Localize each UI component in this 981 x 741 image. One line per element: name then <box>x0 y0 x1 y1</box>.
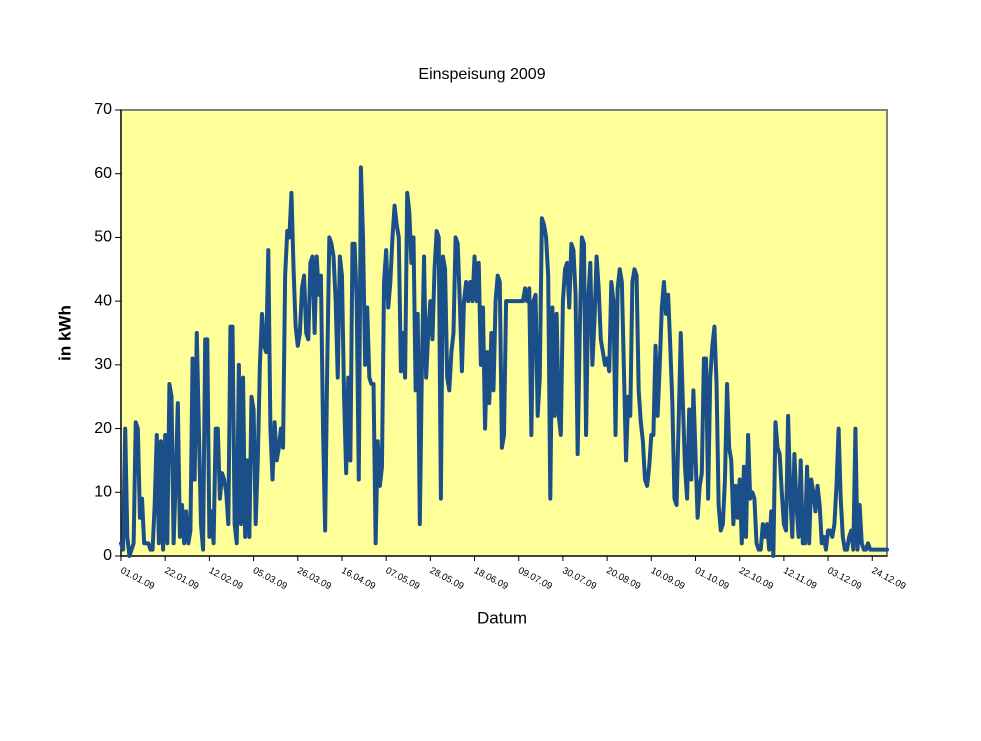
y-tick-label: 70 <box>94 101 112 118</box>
x-tick-label: 30.07.09 <box>560 565 598 592</box>
x-tick-label: 22.10.09 <box>737 565 775 592</box>
x-tick-label: 05.03.09 <box>251 565 289 592</box>
x-tick-label: 24.12.09 <box>870 565 908 592</box>
x-tick-label: 03.12.09 <box>825 565 863 592</box>
y-tick-label: 50 <box>94 229 112 246</box>
y-tick-label: 20 <box>94 420 112 437</box>
data-line <box>119 165 889 558</box>
x-axis-title: Datum <box>477 608 527 627</box>
x-tick-label: 10.09.09 <box>649 565 687 592</box>
x-tick-label: 01.10.09 <box>693 565 731 592</box>
x-tick-label: 22.01.09 <box>163 565 201 592</box>
chart-title: Einspeisung 2009 <box>418 66 545 83</box>
y-tick-label: 0 <box>103 547 112 564</box>
y-tick-label: 60 <box>94 165 112 182</box>
x-tick-label: 09.07.09 <box>516 565 554 592</box>
x-tick-label: 01.01.09 <box>118 565 156 592</box>
x-tick-label: 20.08.09 <box>605 565 643 592</box>
x-tick-label: 12.11.09 <box>781 565 818 592</box>
y-tick-label: 40 <box>94 292 112 309</box>
x-tick-label: 28.05.09 <box>428 565 466 592</box>
y-axis-title: in kWh <box>55 305 74 361</box>
x-tick-label: 26.03.09 <box>295 565 333 592</box>
y-tick-label: 10 <box>94 484 112 501</box>
x-tick-label: 16.04.09 <box>339 565 377 592</box>
y-tick-label: 30 <box>94 356 112 373</box>
x-tick-label: 18.06.09 <box>472 565 510 592</box>
x-tick-label: 12.02.09 <box>207 565 245 592</box>
x-tick-label: 07.05.09 <box>384 565 422 592</box>
